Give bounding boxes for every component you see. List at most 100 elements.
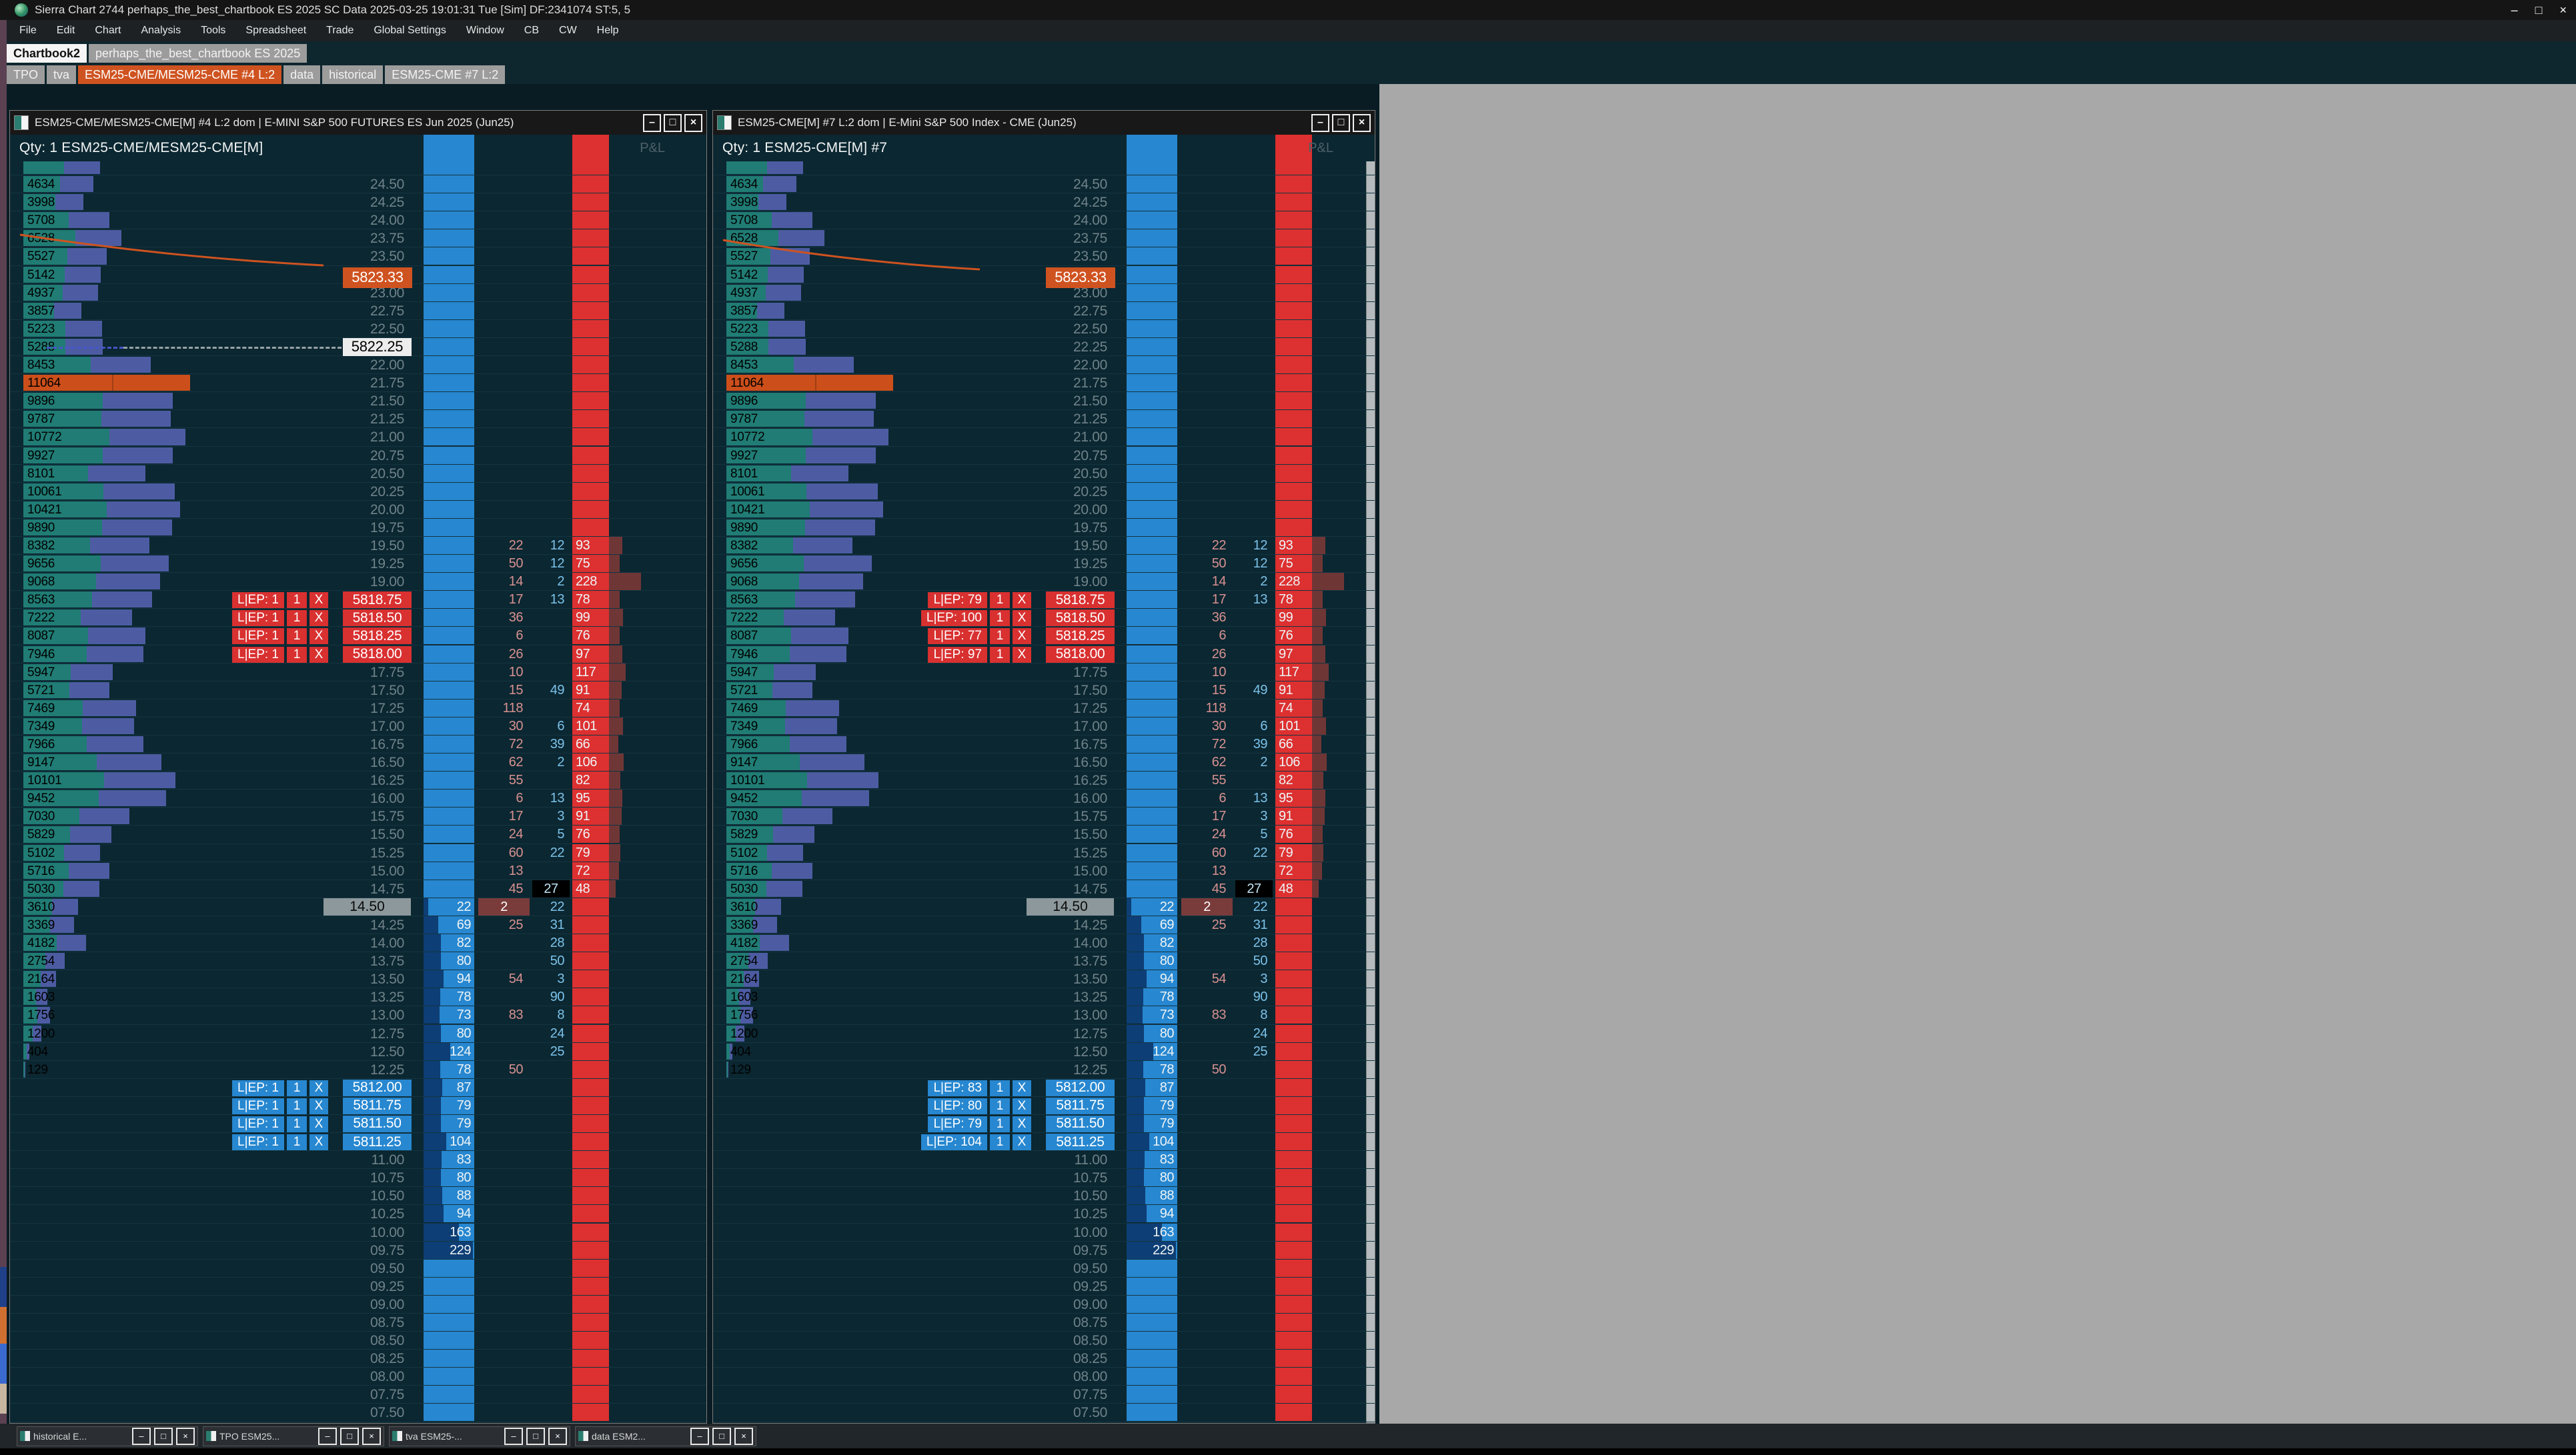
bid-size-cell[interactable] xyxy=(1127,1295,1177,1313)
window-title-bar[interactable]: ESM25-CME[M] #7 L:2 dom | E-Mini S&P 500… xyxy=(713,111,1375,135)
bid-size-cell[interactable]: 82 xyxy=(424,934,474,952)
bid-size-cell[interactable] xyxy=(1127,410,1177,428)
bid-size-cell[interactable] xyxy=(1127,247,1177,265)
ask-size-cell[interactable] xyxy=(1275,193,1312,211)
ask-size-cell[interactable]: 82 xyxy=(1275,772,1312,790)
ask-size-cell[interactable] xyxy=(572,337,609,355)
price-cell[interactable]: 15.75 xyxy=(1073,809,1107,825)
minimized-window-bar-tva-esm25[interactable]: tva ESM25-... – □ × xyxy=(389,1426,570,1446)
ask-size-cell[interactable] xyxy=(1275,952,1312,970)
minimized-close-button[interactable]: × xyxy=(362,1427,381,1445)
price-cell[interactable]: 20.75 xyxy=(370,447,404,463)
bid-size-cell[interactable] xyxy=(1127,500,1177,518)
price-cell[interactable]: 15.50 xyxy=(1073,827,1107,843)
price-cell[interactable]: 07.50 xyxy=(370,1405,404,1421)
bid-size-cell[interactable] xyxy=(1127,663,1177,681)
bid-size-cell[interactable]: 78 xyxy=(1127,1060,1177,1078)
bid-size-cell[interactable] xyxy=(424,446,474,464)
bid-size-cell[interactable]: 79 xyxy=(1127,1114,1177,1132)
tab-tpo[interactable]: TPO xyxy=(7,65,45,84)
price-cell[interactable]: 19.75 xyxy=(370,519,404,535)
app-title-bar[interactable]: Sierra Chart 2744 perhaps_the_best_chart… xyxy=(0,0,2576,20)
ask-size-cell[interactable] xyxy=(572,1078,609,1096)
price-cell[interactable]: 22.75 xyxy=(1073,303,1107,319)
order-cancel-button[interactable]: X xyxy=(1013,592,1031,609)
bid-size-cell[interactable]: 80 xyxy=(1127,952,1177,970)
ask-size-cell[interactable] xyxy=(572,161,609,175)
minimized-restore-button[interactable]: – xyxy=(132,1427,151,1445)
ask-size-cell[interactable]: 91 xyxy=(1275,808,1312,826)
bid-size-cell[interactable] xyxy=(1127,808,1177,826)
menu-item-window[interactable]: Window xyxy=(466,25,504,36)
price-cell[interactable]: 19.00 xyxy=(370,574,404,590)
bid-size-cell[interactable] xyxy=(1127,392,1177,410)
ask-size-cell[interactable] xyxy=(1275,1368,1312,1386)
price-cell[interactable]: 19.00 xyxy=(1073,574,1107,590)
tab-esm25-cme-7-l-2[interactable]: ESM25-CME #7 L:2 xyxy=(385,65,506,84)
bid-size-cell[interactable] xyxy=(1127,844,1177,862)
price-cell[interactable]: 16.25 xyxy=(370,773,404,789)
bid-size-cell[interactable] xyxy=(424,844,474,862)
order-cancel-button[interactable]: X xyxy=(309,592,328,609)
bid-size-cell[interactable]: 80 xyxy=(424,1024,474,1042)
sell-order-label[interactable]: L|EP: 97 1 X xyxy=(713,646,1031,663)
ask-size-cell[interactable] xyxy=(1275,247,1312,265)
ask-size-cell[interactable] xyxy=(572,1042,609,1060)
price-cell[interactable]: 17.75 xyxy=(1073,664,1107,680)
price-cell[interactable]: 10.25 xyxy=(1073,1206,1107,1222)
price-cell[interactable]: 15.50 xyxy=(370,827,404,843)
price-cell[interactable]: 17.00 xyxy=(370,718,404,734)
ask-size-cell[interactable] xyxy=(572,247,609,265)
bid-size-cell[interactable] xyxy=(424,573,474,591)
bid-size-cell[interactable] xyxy=(1127,1277,1177,1295)
bid-size-cell[interactable] xyxy=(424,211,474,229)
bid-size-cell[interactable] xyxy=(1127,518,1177,536)
price-cell[interactable]: 10.00 xyxy=(370,1224,404,1240)
ask-size-cell[interactable] xyxy=(572,1006,609,1024)
ask-size-cell[interactable] xyxy=(572,1096,609,1114)
ask-size-cell[interactable] xyxy=(1275,410,1312,428)
order-cancel-button[interactable]: X xyxy=(309,646,328,663)
price-cell[interactable]: 10.75 xyxy=(1073,1170,1107,1186)
price-cell[interactable]: 17.25 xyxy=(370,700,404,716)
bid-size-cell[interactable] xyxy=(1127,1314,1177,1331)
order-cancel-button[interactable]: X xyxy=(1013,646,1031,663)
bid-size-cell[interactable] xyxy=(424,627,474,645)
bid-size-cell[interactable] xyxy=(424,283,474,301)
ask-size-cell[interactable]: 91 xyxy=(1275,681,1312,699)
ask-size-cell[interactable] xyxy=(572,1024,609,1042)
bid-size-cell[interactable]: 82 xyxy=(1127,934,1177,952)
price-cell[interactable]: 12.25 xyxy=(370,1062,404,1078)
ask-size-cell[interactable] xyxy=(1275,1404,1312,1422)
price-cell[interactable]: 09.50 xyxy=(370,1260,404,1276)
bid-size-cell[interactable]: 69 xyxy=(1127,916,1177,934)
bid-size-cell[interactable] xyxy=(1127,536,1177,554)
bid-size-cell[interactable]: 88 xyxy=(424,1187,474,1205)
ask-size-cell[interactable] xyxy=(572,446,609,464)
bid-size-cell[interactable] xyxy=(424,754,474,772)
order-cancel-button[interactable]: X xyxy=(1013,1080,1031,1096)
bid-size-cell[interactable] xyxy=(1127,464,1177,482)
bid-size-cell[interactable] xyxy=(424,699,474,717)
ask-size-cell[interactable] xyxy=(572,1223,609,1241)
price-cell[interactable]: 12.75 xyxy=(1073,1026,1107,1042)
ask-size-cell[interactable] xyxy=(572,1114,609,1132)
order-cancel-button[interactable]: X xyxy=(309,1098,328,1114)
price-cell[interactable]: 14.00 xyxy=(1073,936,1107,952)
ask-size-cell[interactable] xyxy=(1275,464,1312,482)
ask-size-cell[interactable] xyxy=(572,1350,609,1368)
price-cell[interactable]: 10.50 xyxy=(1073,1188,1107,1204)
bid-size-cell[interactable]: 73 xyxy=(1127,1006,1177,1024)
bid-size-cell[interactable] xyxy=(424,356,474,374)
ask-size-cell[interactable] xyxy=(1275,1332,1312,1350)
order-cancel-button[interactable]: X xyxy=(1013,610,1031,627)
ask-size-cell[interactable] xyxy=(1275,1295,1312,1313)
minimized-maximize-button[interactable]: □ xyxy=(340,1427,359,1445)
price-cell[interactable]: 09.75 xyxy=(370,1242,404,1258)
ask-size-cell[interactable] xyxy=(1275,175,1312,193)
ask-size-cell[interactable]: 75 xyxy=(1275,555,1312,573)
bid-size-cell[interactable] xyxy=(1127,193,1177,211)
ask-size-cell[interactable]: 99 xyxy=(1275,609,1312,627)
price-cell[interactable]: 08.25 xyxy=(1073,1351,1107,1367)
